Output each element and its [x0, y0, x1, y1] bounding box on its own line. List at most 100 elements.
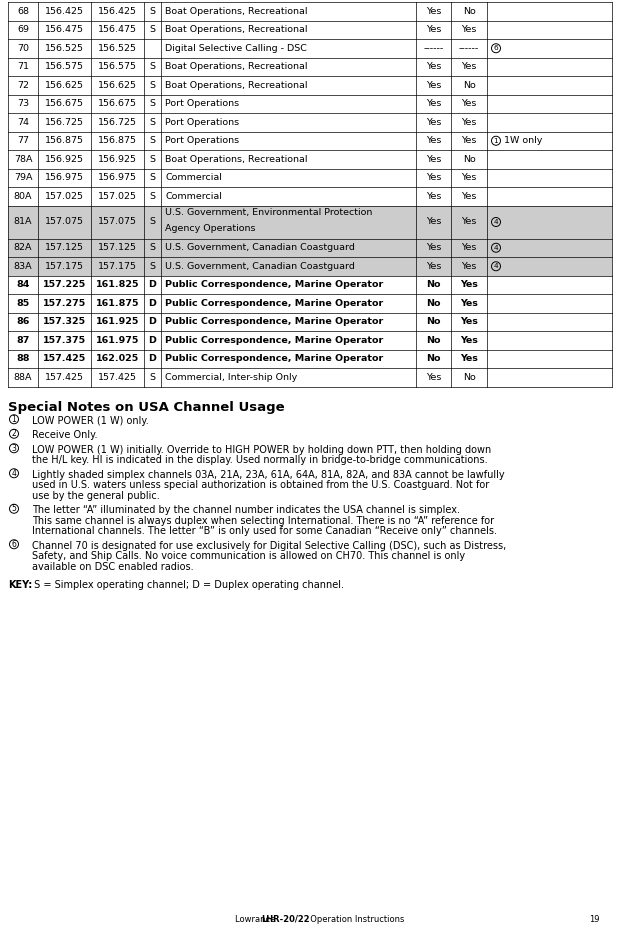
Text: Commercial: Commercial: [165, 173, 222, 182]
Text: 157.075: 157.075: [98, 218, 137, 226]
Text: 156.725: 156.725: [98, 117, 137, 127]
Text: Agency Operations: Agency Operations: [165, 224, 255, 234]
Text: 157.425: 157.425: [98, 372, 137, 382]
Text: This same channel is always duplex when selecting International. There is no “A”: This same channel is always duplex when …: [32, 516, 494, 526]
Text: S: S: [149, 173, 156, 182]
Text: 157.425: 157.425: [45, 372, 84, 382]
Text: Yes: Yes: [460, 336, 478, 344]
Text: Receive Only.: Receive Only.: [32, 430, 97, 440]
Text: 157.275: 157.275: [43, 299, 86, 308]
Text: LOW POWER (1 W) only.: LOW POWER (1 W) only.: [32, 415, 149, 425]
Text: 86: 86: [16, 317, 30, 326]
Text: 156.925: 156.925: [98, 155, 137, 164]
Text: S: S: [149, 62, 156, 72]
Text: Yes: Yes: [460, 355, 478, 363]
Text: Yes: Yes: [461, 117, 477, 127]
Text: 157.175: 157.175: [45, 262, 84, 271]
Text: Yes: Yes: [426, 173, 441, 182]
Text: 156.675: 156.675: [45, 100, 84, 108]
Bar: [8, 257, 612, 276]
Text: Yes: Yes: [426, 100, 441, 108]
Text: D: D: [149, 336, 156, 344]
Text: Yes: Yes: [461, 243, 477, 252]
Text: 157.425: 157.425: [43, 355, 86, 363]
Text: Yes: Yes: [461, 218, 477, 226]
Text: D: D: [149, 299, 156, 308]
Text: 4: 4: [494, 263, 498, 269]
Text: available on DSC enabled radios.: available on DSC enabled radios.: [32, 561, 193, 572]
Text: Public Correspondence, Marine Operator: Public Correspondence, Marine Operator: [165, 336, 383, 344]
Text: Public Correspondence, Marine Operator: Public Correspondence, Marine Operator: [165, 280, 383, 290]
Text: No: No: [463, 372, 476, 382]
Text: 162.025: 162.025: [96, 355, 139, 363]
Text: 6: 6: [12, 540, 17, 548]
Bar: [8, 238, 612, 257]
Text: Special Notes on USA Channel Usage: Special Notes on USA Channel Usage: [8, 400, 285, 413]
Text: U.S. Government, Environmental Protection: U.S. Government, Environmental Protectio…: [165, 209, 373, 218]
Text: 156.525: 156.525: [45, 44, 84, 53]
Text: S: S: [149, 117, 156, 127]
Text: 156.975: 156.975: [45, 173, 84, 182]
Text: Yes: Yes: [426, 117, 441, 127]
Text: S: S: [149, 25, 156, 34]
Text: ------: ------: [459, 44, 479, 53]
Text: 156.425: 156.425: [98, 7, 137, 16]
Text: Yes: Yes: [460, 317, 478, 326]
Text: LOW POWER (1 W) initially. Override to HIGH POWER by holding down PTT, then hold: LOW POWER (1 W) initially. Override to H…: [32, 445, 491, 454]
Text: S: S: [149, 192, 156, 201]
Text: 1: 1: [12, 414, 16, 424]
Text: 156.575: 156.575: [98, 62, 137, 72]
Text: 19: 19: [590, 915, 600, 924]
Text: S: S: [149, 155, 156, 164]
Bar: [8, 206, 612, 238]
Text: No: No: [427, 355, 441, 363]
Text: 156.575: 156.575: [45, 62, 84, 72]
Text: Yes: Yes: [426, 62, 441, 72]
Text: D: D: [149, 280, 156, 290]
Text: S: S: [149, 372, 156, 382]
Text: 6: 6: [494, 46, 498, 51]
Text: Yes: Yes: [426, 262, 441, 271]
Text: S: S: [149, 218, 156, 226]
Text: Yes: Yes: [426, 243, 441, 252]
Text: Yes: Yes: [460, 280, 478, 290]
Text: 161.975: 161.975: [96, 336, 139, 344]
Text: 81A: 81A: [14, 218, 32, 226]
Text: 73: 73: [17, 100, 29, 108]
Text: used in U.S. waters unless special authorization is obtained from the U.S. Coast: used in U.S. waters unless special autho…: [32, 480, 489, 490]
Text: 80A: 80A: [14, 192, 32, 201]
Text: No: No: [427, 280, 441, 290]
Text: Yes: Yes: [461, 100, 477, 108]
Text: 69: 69: [17, 25, 29, 34]
Text: Boat Operations, Recreational: Boat Operations, Recreational: [165, 7, 308, 16]
Text: 156.675: 156.675: [98, 100, 137, 108]
Text: Yes: Yes: [426, 81, 441, 89]
Text: 157.175: 157.175: [98, 262, 137, 271]
Text: S: S: [149, 100, 156, 108]
Text: S: S: [149, 7, 156, 16]
Text: 156.625: 156.625: [98, 81, 137, 89]
Text: U.S. Government, Canadian Coastguard: U.S. Government, Canadian Coastguard: [165, 243, 355, 252]
Text: Lightly shaded simplex channels 03A, 21A, 23A, 61A, 64A, 81A, 82A, and 83A canno: Lightly shaded simplex channels 03A, 21A…: [32, 469, 505, 479]
Text: S: S: [149, 81, 156, 89]
Text: 4: 4: [12, 468, 17, 478]
Text: 156.975: 156.975: [98, 173, 137, 182]
Text: Yes: Yes: [426, 218, 441, 226]
Text: Yes: Yes: [426, 25, 441, 34]
Text: the H/L key. HI is indicated in the display. Used normally in bridge-to-bridge c: the H/L key. HI is indicated in the disp…: [32, 455, 487, 466]
Text: Public Correspondence, Marine Operator: Public Correspondence, Marine Operator: [165, 355, 383, 363]
Text: Public Correspondence, Marine Operator: Public Correspondence, Marine Operator: [165, 317, 383, 326]
Text: 83A: 83A: [14, 262, 32, 271]
Text: 156.525: 156.525: [98, 44, 137, 53]
Text: 1W only: 1W only: [504, 136, 542, 145]
Text: The letter “A” illuminated by the channel number indicates the USA channel is si: The letter “A” illuminated by the channe…: [32, 506, 460, 515]
Text: LHR-20/22: LHR-20/22: [261, 915, 309, 924]
Text: Yes: Yes: [426, 155, 441, 164]
Text: 156.875: 156.875: [45, 136, 84, 145]
Text: 156.875: 156.875: [98, 136, 137, 145]
Text: Yes: Yes: [426, 192, 441, 201]
Text: 1: 1: [494, 138, 498, 143]
Text: Yes: Yes: [461, 62, 477, 72]
Text: 84: 84: [16, 280, 30, 290]
Text: 157.125: 157.125: [98, 243, 137, 252]
